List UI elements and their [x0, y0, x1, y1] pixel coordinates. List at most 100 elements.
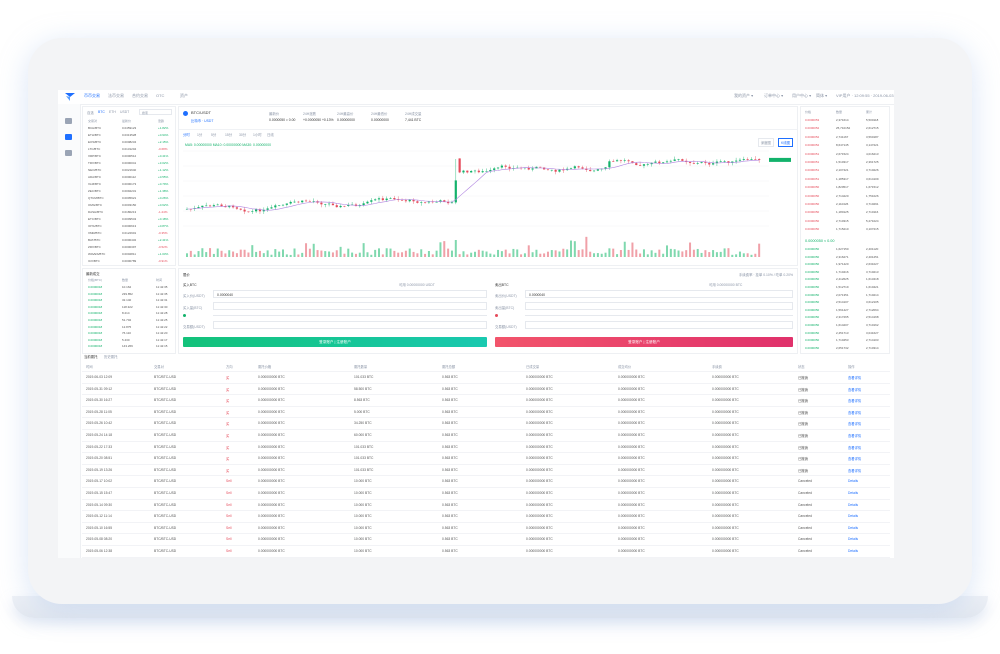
- chart-tab-0[interactable]: 分时: [183, 133, 190, 137]
- buy-login-button[interactable]: 登录账户 | 注册账户: [183, 337, 487, 347]
- order-type-tab[interactable]: 限价: [183, 273, 190, 277]
- ask-row[interactable]: 0.0000050 1,180125 2,710116: [804, 210, 886, 215]
- history-cell-op[interactable]: 查看详情: [848, 399, 862, 404]
- market-row[interactable]: TRX/BTC 0.0000041 +3.02%: [86, 161, 172, 166]
- history-cell-op[interactable]: 查看详情: [848, 468, 862, 473]
- history-cell-op[interactable]: 查看详情: [848, 387, 862, 392]
- ask-row[interactable]: 0.0000051 2,107421 3,710226: [804, 168, 886, 173]
- market-row[interactable]: IOTA/BTC 0.0000613 +0.87%: [86, 224, 172, 229]
- ticker-pair[interactable]: BTC/USDT: [191, 110, 211, 115]
- bid-row[interactable]: 0.0000050 1,614207 3,710162: [804, 323, 886, 328]
- market-row[interactable]: WAVES/BTC 0.0002811 +1.03%: [86, 252, 172, 257]
- buy-total-input[interactable]: [213, 321, 487, 329]
- chart-tab-6[interactable]: 日线: [267, 133, 274, 137]
- sell-amount-input[interactable]: [525, 302, 793, 310]
- history-tab-0[interactable]: 当前委托: [84, 355, 98, 359]
- bid-row[interactable]: 0.0000050 1,710416 3,710213: [804, 270, 886, 275]
- chart-tab-3[interactable]: 15分: [225, 133, 233, 137]
- market-row[interactable]: OMG/BTC 0.0003150 +0.62%: [86, 203, 172, 208]
- market-row[interactable]: LTC/BTC 0.0131204 -0.68%: [86, 147, 172, 152]
- sell-total-input[interactable]: [525, 321, 793, 329]
- nav-item-4[interactable]: 资产: [180, 93, 188, 98]
- ask-row[interactable]: 0.0000051 1,510317 2,361725: [804, 160, 886, 165]
- bid-row[interactable]: 0.0000050 2,316271 2,401251: [804, 255, 886, 260]
- buy-amount-input[interactable]: [213, 302, 487, 310]
- view-button-0[interactable]: 深度图: [757, 138, 774, 147]
- ask-row[interactable]: 0.0000050 2,710315 5,271024: [804, 219, 886, 224]
- buy-price-input[interactable]: 0.0000040: [213, 290, 487, 298]
- market-row[interactable]: DASH/BTC 0.0180213 -1.24%: [86, 210, 172, 215]
- market-row[interactable]: ADA/BTC 0.0000112 +0.55%: [86, 175, 172, 180]
- market-tab-2[interactable]: ETH: [109, 110, 116, 114]
- history-cell-op[interactable]: Details: [848, 490, 859, 495]
- market-row[interactable]: ETC/BTC 0.0009543 +0.18%: [86, 217, 172, 222]
- bid-row[interactable]: 0.0000050 2,451713 3,041627: [804, 331, 886, 336]
- market-row[interactable]: XRP/BTC 0.0000512 +0.41%: [86, 154, 172, 159]
- bid-row[interactable]: 0.0000050 1,627150 2,401120: [804, 247, 886, 252]
- history-cell-op[interactable]: Details: [848, 548, 859, 553]
- market-row[interactable]: BCH/BTC 0.0459123 +1.82%: [86, 126, 172, 131]
- ask-row[interactable]: 0.0000052 25,710152 2,612715: [804, 126, 886, 131]
- history-cell-op[interactable]: 查看详情: [848, 433, 862, 438]
- market-row[interactable]: QTUM/BTC 0.0005921 +0.26%: [86, 196, 172, 201]
- buy-slider-handle[interactable]: [183, 314, 186, 317]
- bid-row[interactable]: 0.0000050 2,651732 2,710314: [804, 346, 886, 351]
- market-tab-1[interactable]: BTC: [98, 110, 105, 114]
- history-cell-op[interactable]: 查看详情: [848, 410, 862, 415]
- history-cell-op[interactable]: 查看详情: [848, 445, 862, 450]
- market-search-input[interactable]: 搜索: [139, 109, 172, 115]
- bid-row[interactable]: 0.0000050 1,971420 2,631027: [804, 262, 886, 267]
- market-tab-3[interactable]: USDT: [120, 110, 130, 114]
- chart-tab-1[interactable]: 1分: [197, 133, 203, 137]
- bid-row[interactable]: 0.0000050 1,561427 2,712064: [804, 308, 886, 313]
- chart-tab-4[interactable]: 30分: [239, 133, 247, 137]
- nav-item-1[interactable]: 法币交易: [108, 93, 124, 98]
- chart-icon[interactable]: [65, 118, 72, 124]
- ask-row[interactable]: 0.0000050 2,714220 1,751026: [804, 194, 886, 199]
- nav-item-3[interactable]: OTC: [156, 93, 165, 98]
- sell-slider[interactable]: [525, 315, 793, 316]
- nav-right-item-4[interactable]: VIP用户 · 12:09:55 · 2019-06-03: [836, 93, 894, 98]
- ask-row[interactable]: 0.0000052 8,647145 3,147221: [804, 143, 886, 148]
- market-row[interactable]: BAT/BTC 0.0000432 +2.41%: [86, 238, 172, 243]
- market-row[interactable]: ZRX/BTC 0.0000397 -0.52%: [86, 245, 172, 250]
- ask-row[interactable]: 0.0000051 2,671524 4,016213: [804, 152, 886, 157]
- history-cell-op[interactable]: Details: [848, 479, 859, 484]
- nav-right-item-3[interactable]: 简体 ▾: [816, 93, 828, 98]
- nav-right-item-1[interactable]: 订单中心 ▾: [764, 93, 784, 98]
- sell-login-button[interactable]: 登录账户 | 注册账户: [495, 337, 793, 347]
- bid-row[interactable]: 0.0000050 1,710453 2,714103: [804, 338, 886, 343]
- bid-row[interactable]: 0.0000050 2,412625 1,613418: [804, 277, 886, 282]
- ask-row[interactable]: 0.0000051 1,185317 3,614109: [804, 177, 886, 182]
- market-row[interactable]: EOS/BTC 0.0008234 +2.15%: [86, 140, 172, 145]
- bid-row[interactable]: 0.0000050 2,514107 3,612105: [804, 300, 886, 305]
- star-icon[interactable]: [183, 111, 188, 116]
- history-cell-op[interactable]: Details: [848, 514, 859, 519]
- history-cell-op[interactable]: 查看详情: [848, 457, 862, 462]
- nav-right-item-0[interactable]: 我的资产 ▾: [734, 93, 754, 98]
- market-row[interactable]: XLM/BTC 0.0000173 +0.79%: [86, 182, 172, 187]
- ask-row[interactable]: 0.0000053 2,371614 5,500118: [804, 118, 886, 123]
- nav-item-0[interactable]: 币币交易: [84, 93, 100, 98]
- ask-row[interactable]: 0.0000050 1,715210 3,107215: [804, 227, 886, 232]
- sell-slider-handle[interactable]: [495, 314, 498, 317]
- ask-row[interactable]: 0.0000052 2,741167 3,560187: [804, 135, 886, 140]
- wallet-icon[interactable]: [65, 134, 72, 140]
- grid-icon[interactable]: [65, 150, 72, 156]
- history-cell-op[interactable]: 查看详情: [848, 376, 862, 380]
- bid-row[interactable]: 0.0000050 1,512719 1,610421: [804, 285, 886, 290]
- bid-row[interactable]: 0.0000050 2,071351 1,710214: [804, 293, 886, 298]
- ask-row[interactable]: 0.0000050 1,820517 1,671512: [804, 185, 886, 190]
- nav-item-2[interactable]: 合约交易: [132, 93, 148, 98]
- market-row[interactable]: ZEC/BTC 0.0092231 +1.38%: [86, 189, 172, 194]
- history-tab-1[interactable]: 历史委托: [104, 355, 118, 359]
- market-row[interactable]: ETH/BTC 0.0313528 +0.94%: [86, 133, 172, 138]
- bid-row[interactable]: 0.0000050 2,317265 2,514168: [804, 315, 886, 320]
- nav-right-item-2[interactable]: 用户中心 ▾: [792, 93, 812, 98]
- market-tab-0[interactable]: 自选: [87, 111, 94, 115]
- market-row[interactable]: XMR/BTC 0.0122901 -0.35%: [86, 231, 172, 236]
- history-cell-op[interactable]: Details: [848, 502, 859, 507]
- history-cell-op[interactable]: 查看详情: [848, 422, 862, 427]
- market-row[interactable]: ICX/BTC 0.0000789 -0.91%: [86, 259, 172, 264]
- sell-price-input[interactable]: 0.0000040: [525, 290, 793, 298]
